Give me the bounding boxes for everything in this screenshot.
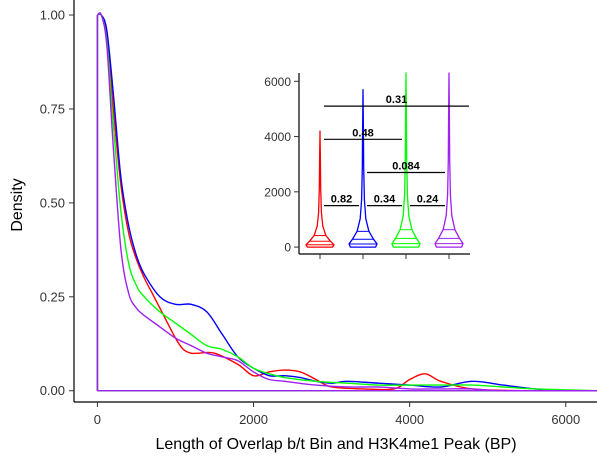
violin-outline (434, 72, 464, 248)
inset-violin-plot: 0 2000 4000 6000 0.31 0.48 0.084 0.82 0.34 0.24 (264, 72, 470, 259)
density-lines (96, 12, 597, 392)
y-tick-label: 0.50 (40, 195, 65, 210)
comparison-p-value: 0.084 (392, 160, 420, 172)
inset-y-ticks: 0 2000 4000 6000 (264, 75, 299, 255)
y-tick-label: 0.00 (40, 383, 65, 398)
main-density-plot: 0 2000 4000 6000 0.00 0.25 0.50 0.75 1.00 Lengt… (9, 0, 597, 453)
density-curve (97, 12, 597, 392)
x-tick-label: 6000 (551, 412, 580, 427)
comparison-p-value: 0.82 (331, 194, 352, 206)
x-tick-label: 0 (94, 412, 101, 427)
violin-outline (305, 130, 335, 248)
inset-y-tick-label: 0 (284, 241, 291, 255)
violin-group-4 (434, 72, 464, 248)
inset-comparison-brackets: 0.31 0.48 0.084 0.82 0.34 0.24 (324, 94, 469, 207)
y-tick-label: 0.25 (40, 289, 65, 304)
comparison-0.82: 0.82 (324, 194, 359, 207)
inset-x-ticks (319, 254, 450, 259)
violin-group-3 (391, 72, 421, 248)
y-tick-label: 0.75 (40, 101, 65, 116)
violin-group-2 (348, 88, 378, 248)
comparison-p-value: 0.31 (386, 94, 407, 106)
y-tick-label: 1.00 (40, 8, 65, 23)
comparison-0.084: 0.084 (367, 160, 445, 174)
inset-violins (305, 72, 464, 248)
comparison-p-value: 0.48 (352, 127, 373, 139)
density-series-4 (96, 12, 597, 392)
y-axis-title: Density (9, 178, 26, 231)
density-curve (97, 12, 597, 392)
inset-y-tick-label: 4000 (264, 130, 291, 144)
x-axis-title: Length of Overlap b/t Bin and H3K4me1 Pe… (155, 436, 516, 453)
violin-group-1 (305, 130, 335, 248)
violin-outline (348, 88, 378, 248)
inset-y-tick-label: 2000 (264, 185, 291, 199)
inset-y-tick-label: 6000 (264, 75, 291, 89)
x-ticks: 0 2000 4000 6000 (94, 402, 580, 427)
comparison-0.48: 0.48 (324, 127, 402, 140)
comparison-0.31: 0.31 (324, 94, 469, 107)
y-ticks: 0.00 0.25 0.50 0.75 1.00 (40, 8, 74, 398)
comparison-0.34: 0.34 (367, 194, 402, 207)
comparison-p-value: 0.34 (374, 194, 396, 206)
comparison-p-value: 0.24 (417, 194, 439, 206)
comparison-0.24: 0.24 (410, 194, 445, 207)
x-tick-label: 2000 (239, 412, 268, 427)
x-tick-label: 4000 (395, 412, 424, 427)
